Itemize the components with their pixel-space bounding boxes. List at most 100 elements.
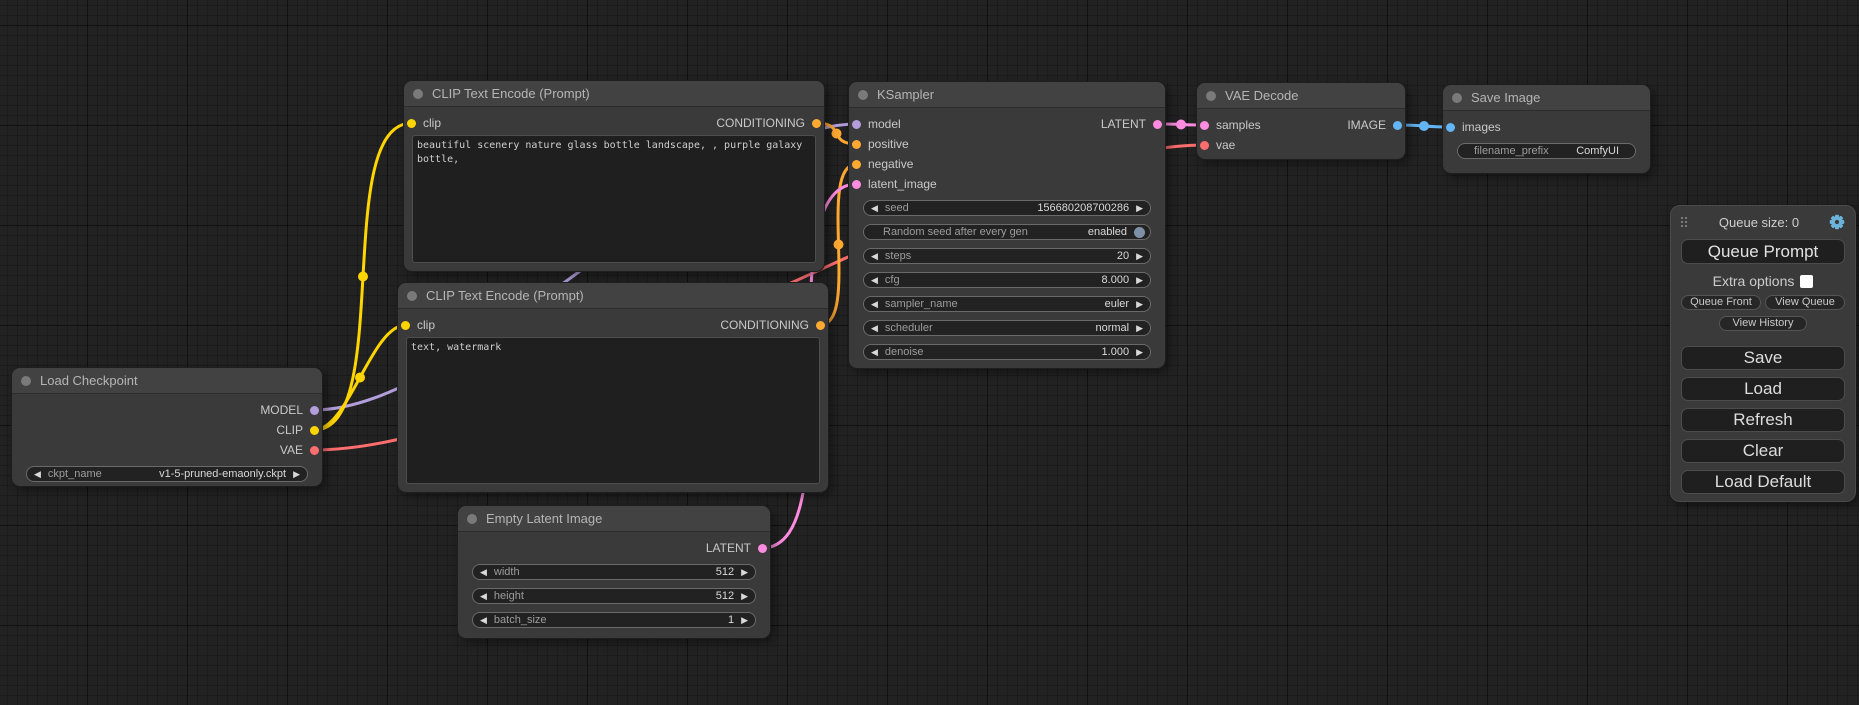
save-button[interactable]: Save	[1681, 346, 1845, 370]
node-load-checkpoint[interactable]: Load Checkpoint MODEL CLIP VAE ◀ ckpt_name v1-…	[12, 368, 322, 486]
link-midpoint-dot[interactable]	[358, 271, 368, 282]
node-save-image[interactable]: Save Image images filename_prefix ComfyUI	[1443, 85, 1650, 173]
conditioning-input-dot[interactable]	[852, 159, 861, 169]
clip-input-dot[interactable]	[401, 320, 410, 330]
vae-output-dot[interactable]	[310, 445, 319, 455]
settings-gear-icon[interactable]	[1829, 214, 1845, 230]
widget-value: v1-5-pruned-emaonly.ckpt	[159, 468, 287, 480]
link-midpoint-dot[interactable]	[831, 128, 842, 139]
node-title[interactable]: CLIP Text Encode (Prompt)	[404, 81, 824, 107]
collapse-dot-icon[interactable]	[21, 375, 31, 386]
increment-arrow-icon[interactable]: ▶	[741, 614, 748, 625]
clip-input-dot[interactable]	[407, 118, 416, 128]
decrement-arrow-icon[interactable]: ◀	[871, 322, 878, 333]
collapse-dot-icon[interactable]	[858, 89, 868, 100]
decrement-arrow-icon[interactable]: ◀	[871, 202, 878, 213]
image-output-dot[interactable]	[1393, 120, 1402, 130]
increment-arrow-icon[interactable]: ▶	[1136, 322, 1143, 333]
latent-input-dot[interactable]	[852, 179, 861, 189]
view-queue-button[interactable]: View Queue	[1765, 295, 1845, 310]
clip-output-dot[interactable]	[310, 425, 319, 435]
prompt-textarea[interactable]: beautiful scenery nature glass bottle la…	[412, 135, 816, 263]
input-port-label: samples	[1216, 118, 1261, 132]
node-title[interactable]: KSampler	[849, 82, 1165, 108]
model-output-dot[interactable]	[310, 405, 319, 415]
decrement-arrow-icon[interactable]: ◀	[480, 614, 487, 625]
clear-button[interactable]: Clear	[1681, 439, 1845, 463]
queue-prompt-button[interactable]: Queue Prompt	[1681, 239, 1845, 264]
node-clip-encode-positive[interactable]: CLIP Text Encode (Prompt) clip CONDITIONIN…	[404, 81, 824, 271]
latent-output-dot[interactable]	[1153, 119, 1162, 129]
node-title[interactable]: Load Checkpoint	[12, 368, 322, 394]
view-history-button[interactable]: View History	[1719, 316, 1807, 331]
decrement-arrow-icon[interactable]: ◀	[871, 298, 878, 309]
steps-widget[interactable]: ◀ steps 20 ▶	[863, 248, 1151, 264]
height-widget[interactable]: ◀ height 512 ▶	[472, 588, 756, 604]
node-widgets: ◀ seed 156680208700286 ▶ Random seed after e…	[849, 200, 1165, 360]
batch-size-widget[interactable]: ◀ batch_size 1 ▶	[472, 612, 756, 628]
ckpt-name-widget[interactable]: ◀ ckpt_name v1-5-pruned-emaonly.ckpt ▶	[26, 466, 308, 482]
image-input-dot[interactable]	[1446, 122, 1455, 132]
sampler-name-widget[interactable]: ◀ sampler_name euler ▶	[863, 296, 1151, 312]
refresh-button[interactable]: Refresh	[1681, 408, 1845, 432]
increment-arrow-icon[interactable]: ▶	[1136, 298, 1143, 309]
node-clip-encode-negative[interactable]: CLIP Text Encode (Prompt) clip CONDITIONIN…	[398, 283, 828, 492]
vae-input-dot[interactable]	[1200, 140, 1209, 150]
increment-arrow-icon[interactable]: ▶	[1136, 202, 1143, 213]
seed-widget[interactable]: ◀ seed 156680208700286 ▶	[863, 200, 1151, 216]
scheduler-widget[interactable]: ◀ scheduler normal ▶	[863, 320, 1151, 336]
collapse-dot-icon[interactable]	[1452, 92, 1462, 103]
node-empty-latent-image[interactable]: Empty Latent Image LATENT ◀ width 512 ▶ ◀ heigh…	[458, 506, 770, 638]
increment-arrow-icon[interactable]: ▶	[1136, 346, 1143, 357]
link-midpoint-dot[interactable]	[1176, 119, 1186, 130]
node-title[interactable]: CLIP Text Encode (Prompt)	[398, 283, 828, 309]
Random seed after every gen-widget[interactable]: Random seed after every gen enabled	[863, 224, 1151, 240]
port-row: images	[1443, 117, 1650, 137]
decrement-arrow-icon[interactable]: ◀	[480, 590, 487, 601]
node-title[interactable]: VAE Decode	[1197, 83, 1405, 109]
increment-arrow-icon[interactable]: ▶	[741, 590, 748, 601]
toggle-circle-icon[interactable]	[1134, 226, 1145, 238]
widget-value: 512	[715, 590, 735, 602]
increment-arrow-icon[interactable]: ▶	[1136, 250, 1143, 261]
node-title[interactable]: Empty Latent Image	[458, 506, 770, 532]
prompt-textarea[interactable]: text, watermark	[406, 337, 820, 484]
extra-options-checkbox[interactable]	[1800, 274, 1814, 288]
increment-arrow-icon[interactable]: ▶	[293, 468, 300, 479]
conditioning-input-dot[interactable]	[852, 139, 861, 149]
denoise-widget[interactable]: ◀ denoise 1.000 ▶	[863, 344, 1151, 360]
link-midpoint-dot[interactable]	[833, 239, 844, 250]
decrement-arrow-icon[interactable]: ◀	[871, 274, 878, 285]
collapse-dot-icon[interactable]	[413, 88, 423, 99]
collapse-dot-icon[interactable]	[407, 290, 417, 301]
filename-prefix-widget[interactable]: filename_prefix ComfyUI	[1457, 143, 1636, 159]
increment-arrow-icon[interactable]: ▶	[1136, 274, 1143, 285]
conditioning-output-dot[interactable]	[816, 320, 825, 330]
input-port-label: latent_image	[868, 177, 937, 191]
collapse-dot-icon[interactable]	[1206, 90, 1216, 101]
decrement-arrow-icon[interactable]: ◀	[871, 250, 878, 261]
decrement-arrow-icon[interactable]: ◀	[34, 468, 41, 479]
node-title[interactable]: Save Image	[1443, 85, 1650, 111]
load-default-button[interactable]: Load Default	[1681, 470, 1845, 494]
node-vae-decode[interactable]: VAE Decode samples IMAGE vae	[1197, 83, 1405, 159]
width-widget[interactable]: ◀ width 512 ▶	[472, 564, 756, 580]
latent-output-dot[interactable]	[758, 543, 767, 553]
latent-input-dot[interactable]	[1200, 120, 1209, 130]
link-midpoint-dot[interactable]	[355, 372, 365, 383]
conditioning-output-dot[interactable]	[812, 118, 821, 128]
drag-handle-icon[interactable]	[1681, 217, 1689, 227]
decrement-arrow-icon[interactable]: ◀	[480, 566, 487, 577]
increment-arrow-icon[interactable]: ▶	[741, 566, 748, 577]
link-midpoint-dot[interactable]	[1419, 121, 1429, 131]
collapse-dot-icon[interactable]	[467, 513, 477, 524]
output-port: LATENT	[706, 541, 767, 555]
queue-front-button[interactable]: Queue Front	[1681, 295, 1761, 310]
load-button[interactable]: Load	[1681, 377, 1845, 401]
decrement-arrow-icon[interactable]: ◀	[871, 346, 878, 357]
port-row: clip CONDITIONING	[398, 315, 828, 335]
model-input-dot[interactable]	[852, 119, 861, 129]
cfg-widget[interactable]: ◀ cfg 8.000 ▶	[863, 272, 1151, 288]
node-ksampler[interactable]: KSampler model LATENT positive negative laten…	[849, 82, 1165, 368]
